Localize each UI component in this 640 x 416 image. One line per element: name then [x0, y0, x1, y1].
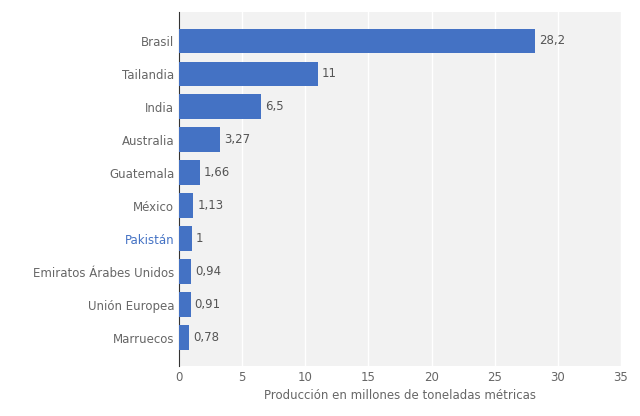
- Text: 6,5: 6,5: [265, 100, 284, 113]
- Text: 3,27: 3,27: [224, 133, 250, 146]
- Bar: [179, 29, 535, 53]
- Bar: [179, 259, 191, 284]
- Bar: [179, 325, 189, 350]
- Text: 1,13: 1,13: [197, 199, 223, 212]
- Bar: [179, 292, 191, 317]
- Bar: [179, 226, 192, 251]
- X-axis label: Producción en millones de toneladas métricas: Producción en millones de toneladas métr…: [264, 389, 536, 403]
- Bar: [179, 193, 193, 218]
- Text: 0,78: 0,78: [193, 331, 219, 344]
- Bar: [179, 161, 200, 185]
- Text: 0,91: 0,91: [195, 298, 221, 311]
- Bar: [179, 127, 220, 152]
- Bar: [179, 62, 318, 86]
- Text: 0,94: 0,94: [195, 265, 221, 278]
- Bar: [179, 94, 261, 119]
- Text: 1: 1: [196, 232, 203, 245]
- Text: 11: 11: [322, 67, 337, 80]
- Text: 28,2: 28,2: [539, 35, 565, 47]
- Text: 1,66: 1,66: [204, 166, 230, 179]
